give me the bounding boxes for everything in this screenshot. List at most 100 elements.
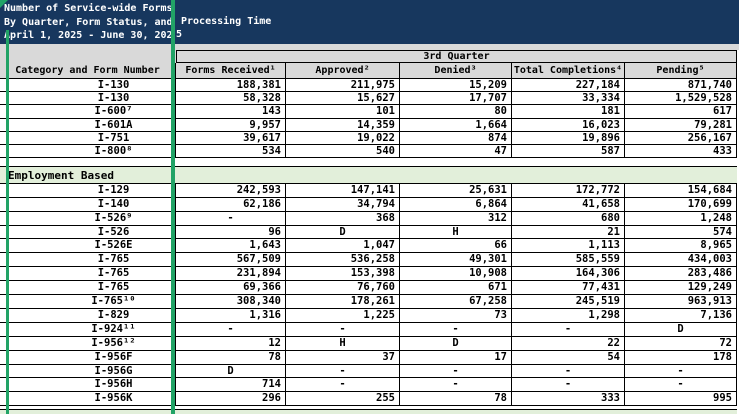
data-cell[interactable]: 72 <box>625 336 737 350</box>
data-cell[interactable]: 587 <box>512 144 625 158</box>
data-cell[interactable]: 25,631 <box>400 183 512 197</box>
next-section-partial-row[interactable] <box>0 409 737 414</box>
data-cell[interactable]: - <box>400 322 512 336</box>
data-cell[interactable]: 567,509 <box>176 253 286 267</box>
data-cell[interactable]: 434,003 <box>625 253 737 267</box>
data-cell[interactable]: 54 <box>512 350 625 364</box>
data-cell[interactable]: 188,381 <box>176 79 286 92</box>
data-cell[interactable]: 16,023 <box>512 118 625 131</box>
form-number-cell[interactable]: I-829 <box>0 308 176 322</box>
data-cell[interactable]: 245,519 <box>512 295 625 308</box>
data-cell[interactable]: 33,334 <box>512 92 625 105</box>
data-cell[interactable]: - <box>176 211 286 225</box>
form-number-cell[interactable]: I-765 <box>0 253 176 267</box>
data-cell[interactable]: 231,894 <box>176 267 286 281</box>
data-cell[interactable]: 1,248 <box>625 211 737 225</box>
data-cell[interactable]: 178,261 <box>286 295 400 308</box>
form-number-cell[interactable]: I-956K <box>0 392 176 406</box>
data-cell[interactable]: 164,306 <box>512 267 625 281</box>
data-cell[interactable]: 34,794 <box>286 197 400 211</box>
data-cell[interactable]: 47 <box>400 144 512 158</box>
data-cell[interactable]: 129,249 <box>625 281 737 295</box>
data-cell[interactable]: 76,760 <box>286 281 400 295</box>
data-cell[interactable]: 7,136 <box>625 308 737 322</box>
data-cell[interactable]: 78 <box>400 392 512 406</box>
data-cell[interactable]: 368 <box>286 211 400 225</box>
data-cell[interactable]: 255 <box>286 392 400 406</box>
data-cell[interactable]: 256,167 <box>625 131 737 144</box>
data-cell[interactable]: 433 <box>625 144 737 158</box>
data-cell[interactable]: 15,627 <box>286 92 400 105</box>
column-header-cell[interactable]: Total Completions⁴ <box>512 63 625 79</box>
data-cell[interactable]: - <box>625 378 737 392</box>
data-cell[interactable]: 15,209 <box>400 79 512 92</box>
data-cell[interactable]: 153,398 <box>286 267 400 281</box>
form-number-cell[interactable]: I-526E <box>0 239 176 253</box>
data-cell[interactable]: 181 <box>512 105 625 118</box>
data-cell[interactable]: 534 <box>176 144 286 158</box>
data-cell[interactable]: 1,643 <box>176 239 286 253</box>
data-cell[interactable]: - <box>512 322 625 336</box>
data-cell[interactable]: 39,617 <box>176 131 286 144</box>
data-cell[interactable]: 8,965 <box>625 239 737 253</box>
data-cell[interactable]: 77,431 <box>512 281 625 295</box>
data-cell[interactable]: 1,047 <box>286 239 400 253</box>
freeze-pane-divider-vertical[interactable] <box>171 0 175 414</box>
data-cell[interactable]: 101 <box>286 105 400 118</box>
data-cell[interactable]: 17,707 <box>400 92 512 105</box>
quarter-header-cell[interactable]: 3rd Quarter <box>176 50 737 63</box>
column-header-cell[interactable]: Denied³ <box>400 63 512 79</box>
data-cell[interactable]: D <box>176 364 286 378</box>
data-cell[interactable]: 67,258 <box>400 295 512 308</box>
data-cell[interactable]: 211,975 <box>286 79 400 92</box>
data-cell[interactable]: 12 <box>176 336 286 350</box>
data-cell[interactable]: 19,896 <box>512 131 625 144</box>
data-cell[interactable]: 73 <box>400 308 512 322</box>
data-cell[interactable]: 96 <box>176 225 286 239</box>
data-cell[interactable]: - <box>286 364 400 378</box>
data-cell[interactable]: 296 <box>176 392 286 406</box>
data-cell[interactable]: 963,913 <box>625 295 737 308</box>
data-cell[interactable]: 1,225 <box>286 308 400 322</box>
data-cell[interactable]: H <box>286 336 400 350</box>
data-cell[interactable]: 22 <box>512 336 625 350</box>
form-number-cell[interactable]: I-129 <box>0 183 176 197</box>
data-cell[interactable]: 1,316 <box>176 308 286 322</box>
data-cell[interactable]: 1,113 <box>512 239 625 253</box>
data-cell[interactable]: 536,258 <box>286 253 400 267</box>
data-cell[interactable]: - <box>286 378 400 392</box>
data-cell[interactable]: 49,301 <box>400 253 512 267</box>
form-number-cell[interactable]: I-956G <box>0 364 176 378</box>
data-cell[interactable]: 170,699 <box>625 197 737 211</box>
data-cell[interactable]: 308,340 <box>176 295 286 308</box>
form-number-cell[interactable]: I-130 <box>0 79 176 92</box>
form-number-cell[interactable]: I-600⁷ <box>0 105 176 118</box>
form-number-cell[interactable]: I-956¹² <box>0 336 176 350</box>
data-cell[interactable]: 78 <box>176 350 286 364</box>
data-cell[interactable]: 80 <box>400 105 512 118</box>
data-cell[interactable]: 283,486 <box>625 267 737 281</box>
form-number-cell[interactable]: I-751 <box>0 131 176 144</box>
column-header-cell[interactable]: Approved² <box>286 63 400 79</box>
data-cell[interactable]: 585,559 <box>512 253 625 267</box>
data-cell[interactable]: 58,328 <box>176 92 286 105</box>
data-cell[interactable]: - <box>176 322 286 336</box>
data-cell[interactable]: 6,864 <box>400 197 512 211</box>
data-cell[interactable]: 227,184 <box>512 79 625 92</box>
data-cell[interactable]: D <box>625 322 737 336</box>
data-cell[interactable]: - <box>512 364 625 378</box>
form-number-cell[interactable]: I-140 <box>0 197 176 211</box>
data-cell[interactable]: 147,141 <box>286 183 400 197</box>
data-cell[interactable]: 995 <box>625 392 737 406</box>
data-cell[interactable]: 714 <box>176 378 286 392</box>
data-cell[interactable]: 154,684 <box>625 183 737 197</box>
data-cell[interactable]: 540 <box>286 144 400 158</box>
data-cell[interactable]: 312 <box>400 211 512 225</box>
data-cell[interactable]: H <box>400 225 512 239</box>
form-number-cell[interactable]: I-526 <box>0 225 176 239</box>
form-number-cell[interactable]: I-765 <box>0 281 176 295</box>
form-number-cell[interactable]: I-526⁹ <box>0 211 176 225</box>
selection-border-left[interactable] <box>6 30 9 414</box>
data-cell[interactable]: 871,740 <box>625 79 737 92</box>
column-header-cell[interactable]: Forms Received¹ <box>176 63 286 79</box>
